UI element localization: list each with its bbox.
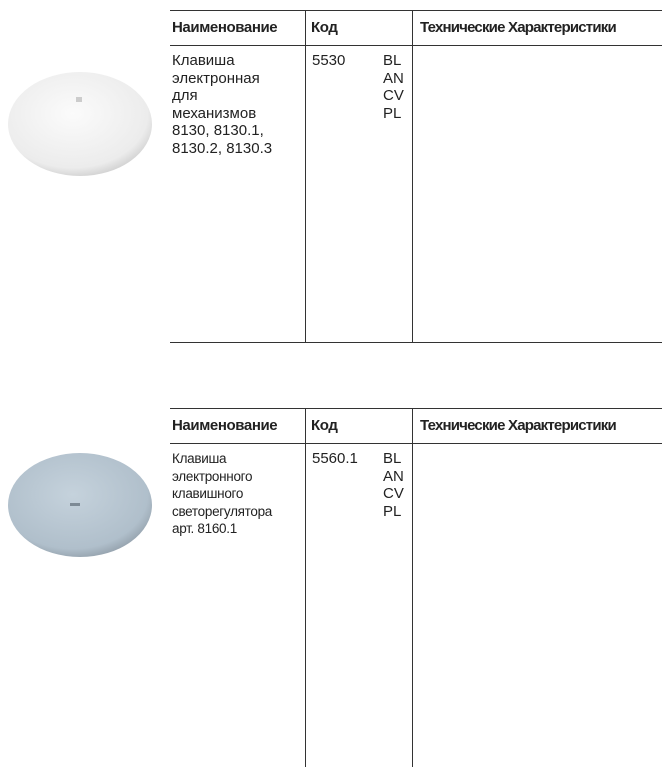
product-name: механизмов: [172, 104, 257, 122]
header-rule: [170, 443, 662, 444]
color-variant: PL: [383, 104, 402, 122]
column-header: Технические Характеристики: [420, 19, 617, 36]
product-name: Клавиша: [172, 451, 227, 466]
column-rule: [305, 408, 306, 767]
product-name: для: [172, 87, 198, 104]
product-name: электронная: [172, 69, 260, 87]
color-variant: CV: [383, 87, 404, 104]
color-variant: PL: [383, 502, 402, 520]
table-rule: [170, 10, 662, 11]
product-name: светорегулятора: [172, 503, 273, 519]
product-name: Клавиша: [172, 52, 235, 69]
color-variant: BL: [383, 52, 402, 69]
column-header: Технические Характеристики: [420, 417, 617, 434]
table-rule: [170, 342, 662, 343]
column-rule: [305, 10, 306, 342]
color-variant: CV: [383, 485, 404, 502]
column-rule: [412, 408, 413, 767]
product-name: электронного: [172, 468, 253, 484]
product-code: 5530: [312, 52, 346, 69]
product-name: 8130, 8130.1,: [172, 122, 264, 139]
color-variant: AN: [383, 69, 404, 87]
column-header: Код: [311, 19, 338, 36]
column-rule: [412, 10, 413, 342]
column-header: Наименование: [172, 417, 278, 434]
product-image: [8, 72, 152, 176]
product-name: арт. 8160.1: [172, 521, 237, 536]
product-name: 8130.2, 8130.3: [172, 139, 273, 157]
product-name: клавишного: [172, 486, 244, 501]
table-rule: [170, 408, 662, 409]
column-header: Наименование: [172, 19, 278, 36]
product-code: 5560.1: [312, 450, 358, 467]
color-variant: BL: [383, 450, 402, 467]
header-rule: [170, 45, 662, 46]
color-variant: AN: [383, 467, 404, 485]
column-header: Код: [311, 417, 338, 434]
